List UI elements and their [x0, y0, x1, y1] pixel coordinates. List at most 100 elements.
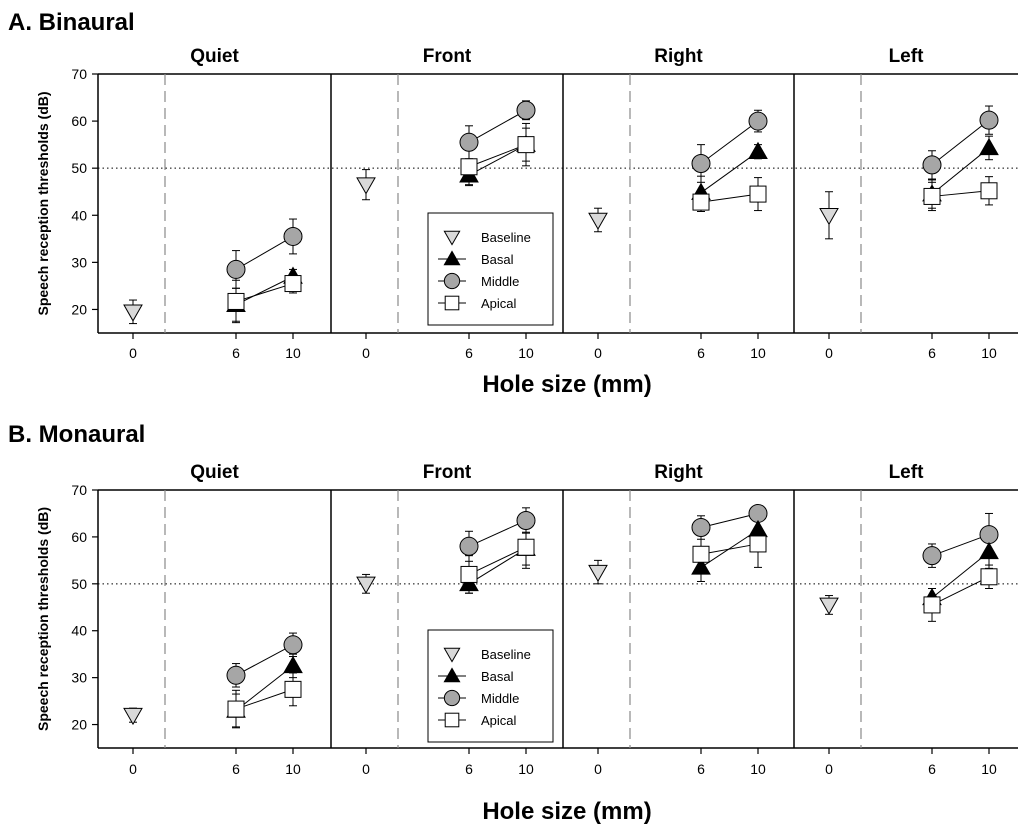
y-tick-label: 30 [71, 670, 87, 686]
panel-title: Front [423, 462, 472, 483]
legend-label: Basal [481, 252, 514, 267]
legend-marker-basal [443, 250, 461, 266]
x-tick-label: 0 [362, 345, 370, 361]
series-line-apical [235, 283, 294, 302]
x-tick-label: 6 [232, 345, 240, 361]
figure-title: A. Binaural [8, 9, 135, 36]
point-middle [748, 503, 768, 523]
x-tick-label: 10 [518, 345, 534, 361]
point-apical [692, 545, 710, 563]
series-line-middle [931, 119, 990, 166]
panel-title: Front [423, 46, 472, 67]
x-tick-label: 10 [750, 761, 766, 777]
y-tick-label: 70 [71, 482, 87, 498]
series-line-apical [235, 688, 294, 710]
point-apical [923, 187, 941, 205]
series-line-basal [235, 665, 294, 711]
y-tick-label: 20 [71, 301, 87, 317]
point-middle [979, 525, 999, 545]
legend-marker-baseline [443, 647, 461, 663]
series-line-apical [700, 193, 759, 203]
point-middle [691, 153, 711, 173]
series-line-apical [931, 190, 990, 197]
series-line-apical [468, 144, 527, 168]
point-middle [283, 635, 303, 655]
series-line-middle [235, 644, 294, 676]
panel-title: Left [889, 462, 925, 483]
point-apical [284, 275, 302, 293]
x-axis-label: Hole size (mm) [482, 798, 651, 825]
point-baseline [123, 707, 143, 726]
panel-title: Quiet [190, 462, 239, 483]
x-axis-label: Hole size (mm) [482, 371, 651, 398]
point-apical [284, 680, 302, 698]
x-tick-label: 0 [594, 761, 602, 777]
point-baseline [356, 576, 376, 594]
series-line-middle [931, 534, 990, 557]
legend-marker-middle [443, 689, 461, 707]
y-tick-label: 40 [71, 623, 87, 639]
x-tick-label: 6 [928, 761, 936, 777]
x-tick-label: 6 [697, 761, 705, 777]
point-middle [922, 546, 942, 566]
x-tick-label: 0 [825, 761, 833, 777]
series-line-basal [931, 551, 990, 599]
point-apical [749, 185, 767, 203]
legend-marker-middle [443, 272, 461, 290]
x-tick-label: 6 [232, 761, 240, 777]
y-tick-label: 60 [71, 113, 87, 129]
panel-title: Quiet [190, 46, 239, 67]
series-line-middle [235, 236, 294, 270]
point-middle [748, 111, 768, 131]
x-tick-label: 10 [285, 345, 301, 361]
panel-title: Right [654, 46, 703, 67]
point-apical [227, 292, 245, 310]
series-line-middle [700, 120, 759, 164]
series-line-apical [931, 576, 990, 606]
x-tick-label: 0 [129, 345, 137, 361]
legend-marker-apical [444, 712, 460, 728]
point-basal [979, 541, 999, 560]
x-tick-label: 6 [465, 345, 473, 361]
x-tick-label: 0 [594, 345, 602, 361]
legend-marker-apical [444, 295, 460, 311]
point-basal [283, 655, 303, 674]
point-baseline [819, 208, 839, 226]
y-tick-label: 50 [71, 160, 87, 176]
point-baseline [588, 212, 608, 230]
legend-label: Apical [481, 296, 517, 311]
point-middle [226, 259, 246, 279]
point-middle [459, 132, 479, 152]
panel-title: Right [654, 462, 703, 483]
legend-label: Middle [481, 274, 519, 289]
point-middle [516, 510, 536, 530]
point-baseline [588, 564, 608, 583]
series-line-apical [700, 543, 759, 555]
y-axis-label: Speech reception thresholds (dB) [35, 507, 51, 731]
panel-title: Left [889, 46, 925, 67]
point-middle [516, 100, 536, 120]
legend-label: Baseline [481, 647, 531, 662]
x-tick-label: 6 [928, 345, 936, 361]
legend-label: Apical [481, 713, 517, 728]
x-tick-label: 0 [362, 761, 370, 777]
point-apical [980, 568, 998, 586]
series-line-basal [468, 548, 527, 585]
x-tick-label: 10 [750, 345, 766, 361]
point-apical [460, 158, 478, 176]
point-middle [691, 518, 711, 538]
y-tick-label: 70 [71, 66, 87, 82]
series-line-middle [468, 520, 527, 547]
y-axis-label: Speech reception thresholds (dB) [35, 91, 51, 315]
point-apical [980, 182, 998, 200]
point-basal [748, 141, 768, 159]
y-tick-label: 60 [71, 529, 87, 545]
series-line-middle [468, 109, 527, 143]
x-tick-label: 0 [825, 345, 833, 361]
point-apical [517, 538, 535, 556]
point-baseline [123, 304, 143, 322]
point-middle [226, 665, 246, 685]
legend-label: Baseline [481, 230, 531, 245]
x-tick-label: 6 [697, 345, 705, 361]
